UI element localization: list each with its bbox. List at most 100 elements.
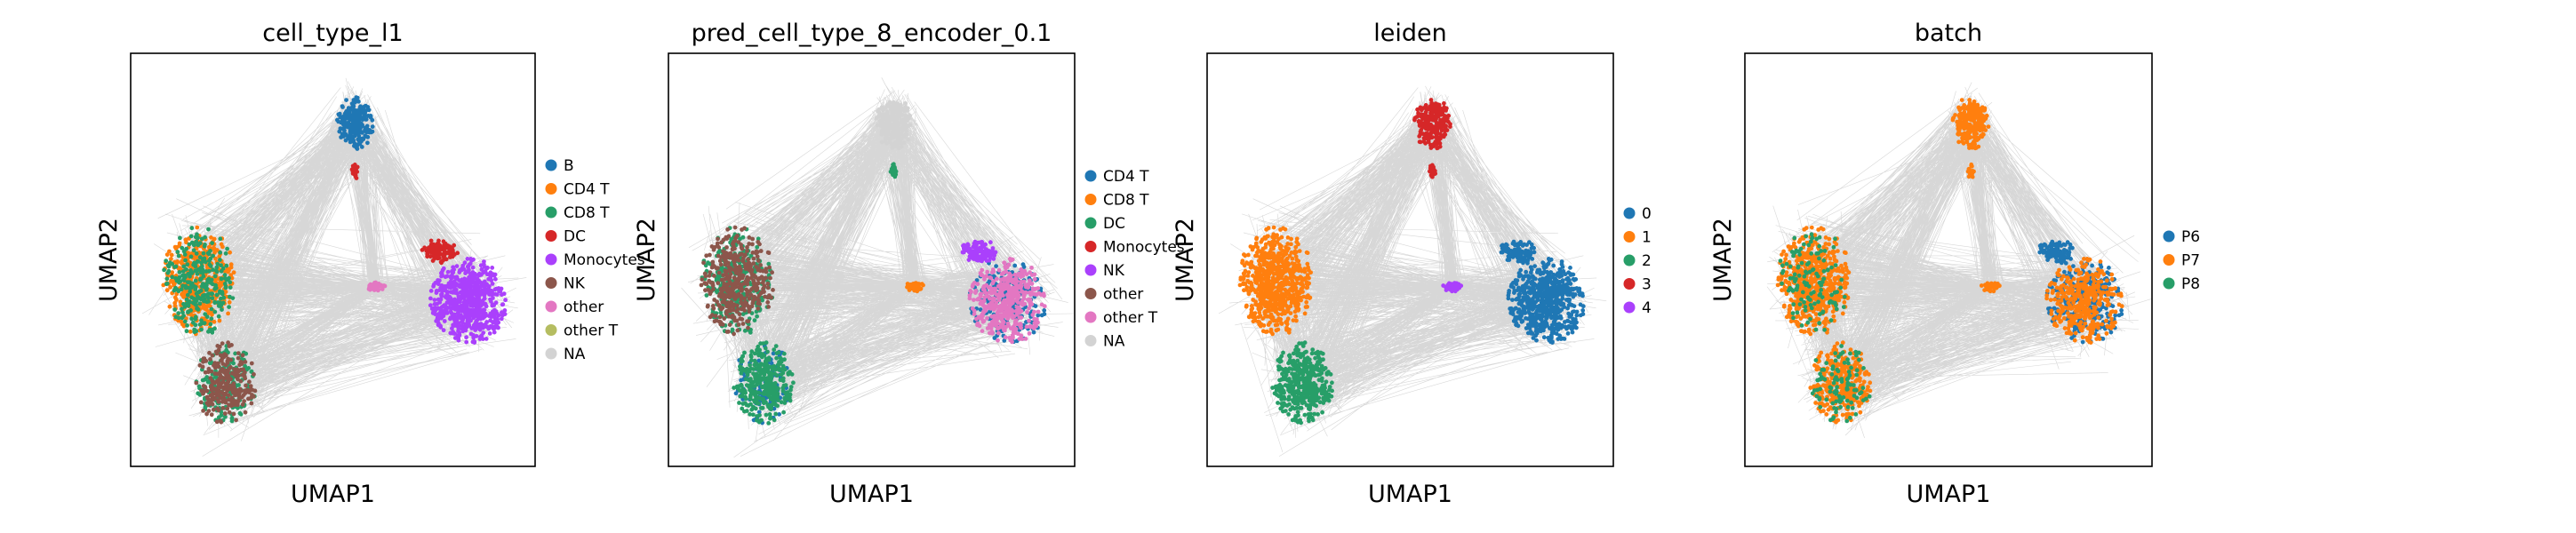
scatter-points <box>699 99 1047 426</box>
points-2 <box>1270 340 1334 426</box>
legend-label: other <box>564 298 604 316</box>
legend-label: CD8 T <box>1103 192 1149 210</box>
legend-marker <box>1623 254 1636 266</box>
legend-label: 4 <box>1642 299 1652 317</box>
legend-label: DC <box>1103 215 1125 233</box>
x-axis-label: UMAP1 <box>291 481 375 508</box>
points-3 <box>1412 98 1452 179</box>
legend: CD4 T CD8 T DC Monocytes NK other other T NA <box>1084 168 1185 351</box>
legend-marker <box>1084 335 1097 346</box>
legend-label: 1 <box>1642 229 1652 247</box>
legend-marker <box>545 159 557 171</box>
scatter-points <box>1775 98 2124 425</box>
points-nk <box>960 239 998 264</box>
legend: 0 1 2 3 4 <box>1623 205 1652 317</box>
points-monocytes <box>428 256 508 346</box>
x-axis-label: UMAP1 <box>1907 481 1991 508</box>
legend-label: 3 <box>1642 276 1652 294</box>
legend-label: B <box>564 157 574 175</box>
plot-area <box>141 77 527 457</box>
legend-label: CD4 T <box>564 181 610 199</box>
panel-2: pred_cell_type_8_encoder_0.1 UMAP1 UMAP2 CD… <box>633 20 1185 508</box>
points-p8 <box>1778 232 1872 424</box>
scatter-points <box>161 95 508 425</box>
legend-marker <box>2163 230 2175 243</box>
legend-marker <box>1084 194 1097 205</box>
legend-label: other T <box>1103 309 1158 327</box>
panel-4: batch UMAP1 UMAP2 P6 P7 P8 <box>1709 20 2200 508</box>
points-other <box>366 280 388 293</box>
points-b <box>335 95 375 151</box>
points-other-t <box>967 256 1047 345</box>
legend-label: P7 <box>2181 252 2200 270</box>
legend-label: other <box>1103 286 1143 304</box>
plot-area <box>1218 85 1607 457</box>
legend-marker <box>1623 231 1636 243</box>
legend-marker <box>545 277 557 289</box>
legend-label: DC <box>564 228 586 246</box>
y-axis-label: UMAP2 <box>633 218 660 302</box>
panel-title: cell_type_l1 <box>262 20 403 47</box>
legend-marker <box>545 206 557 219</box>
legend-marker <box>2163 254 2175 266</box>
legend-label: CD4 T <box>1103 168 1149 186</box>
legend-marker <box>1084 217 1097 229</box>
points-4 <box>1441 281 1464 294</box>
legend-marker <box>545 230 557 242</box>
points-nk <box>194 340 258 425</box>
points-cd8-t <box>905 281 925 294</box>
legend-marker <box>545 347 557 360</box>
legend-marker <box>1084 241 1097 252</box>
axes-frame <box>130 52 536 467</box>
legend: B CD4 T CD8 T DC Monocytes NK other other T NA <box>545 157 645 363</box>
legend-label: 0 <box>1642 205 1652 223</box>
points-na <box>874 99 913 151</box>
legend-label: 2 <box>1642 252 1652 270</box>
legend: P6 P7 P8 <box>2163 228 2200 293</box>
y-axis-label: UMAP2 <box>95 218 123 302</box>
panel-title: leiden <box>1373 20 1446 47</box>
legend-label: NK <box>564 275 586 293</box>
points-other <box>699 225 775 337</box>
legend-marker <box>1623 278 1636 290</box>
legend-label: NA <box>1103 333 1125 351</box>
legend-label: other T <box>564 322 619 340</box>
panel-3: leiden UMAP1 UMAP2 0 1 2 3 4 <box>1172 20 1652 508</box>
panel-title: pred_cell_type_8_encoder_0.1 <box>692 20 1052 47</box>
legend-label: P6 <box>2181 228 2200 246</box>
points-dc <box>349 162 460 266</box>
legend-label: NK <box>1103 262 1125 280</box>
panel-title: batch <box>1915 20 1982 47</box>
points-cd8-t <box>162 226 257 424</box>
y-axis-label: UMAP2 <box>1709 218 1737 302</box>
points-0 <box>1499 239 1586 346</box>
x-axis-label: UMAP1 <box>1368 481 1452 508</box>
legend-marker <box>1623 301 1636 314</box>
points-1 <box>1237 225 1313 337</box>
legend-label: Monocytes <box>1103 239 1185 257</box>
legend-marker <box>1084 170 1097 182</box>
legend-marker <box>545 183 557 195</box>
legend-label: NA <box>564 346 586 363</box>
scatter-points <box>1237 98 1586 426</box>
axes-frame <box>668 52 1076 467</box>
y-axis-label: UMAP2 <box>1172 218 1199 302</box>
legend-marker <box>1084 311 1097 323</box>
plot-area <box>681 77 1074 458</box>
legend-label: CD8 T <box>564 204 610 222</box>
legend-marker <box>1084 288 1097 299</box>
legend-label: P8 <box>2181 275 2200 293</box>
x-axis-label: UMAP1 <box>829 481 914 508</box>
legend-marker <box>1623 207 1636 219</box>
legend-label: Monocytes <box>564 251 645 269</box>
points-dc <box>700 162 899 426</box>
legend-marker <box>545 324 557 336</box>
axes-frame <box>1206 52 1614 467</box>
plot-area <box>1766 82 2152 439</box>
axes-frame <box>1744 52 2153 467</box>
legend-marker <box>545 253 557 266</box>
legend-marker <box>545 300 557 313</box>
legend-marker <box>1084 264 1097 276</box>
panel-1: cell_type_l1 UMAP1 UMAP2 B CD4 T CD8 T DC Monoc… <box>95 20 645 508</box>
